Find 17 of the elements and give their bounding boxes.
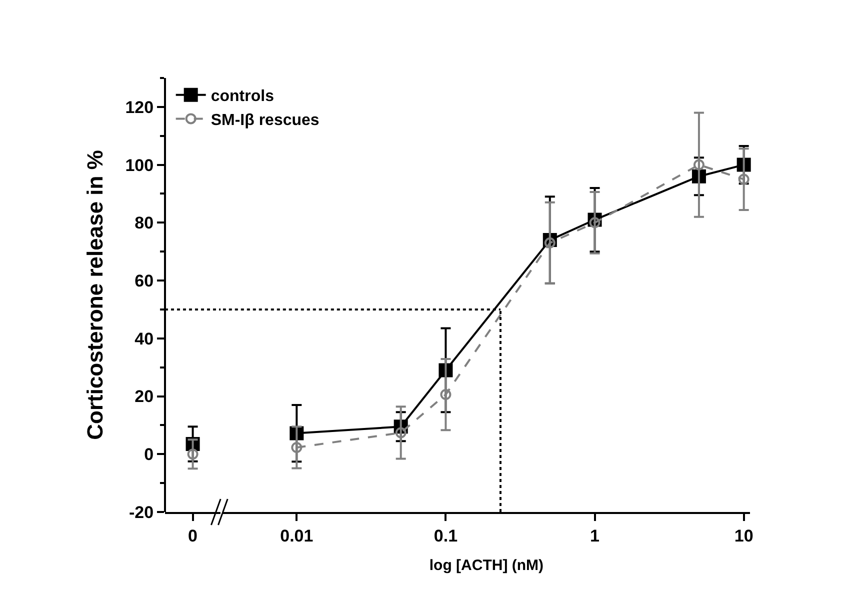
y-tick-label: 80 xyxy=(134,214,154,233)
y-tick-label: 0 xyxy=(144,445,154,464)
y-tick-label: 40 xyxy=(134,329,154,348)
x-axis-title: log [ACTH] (nM) xyxy=(429,556,544,574)
x-tick-label: 10 xyxy=(734,526,754,546)
x-tick-label: 0.01 xyxy=(280,526,314,546)
y-tick-label: 20 xyxy=(134,387,154,406)
y-tick-label: 100 xyxy=(125,156,154,175)
y-tick-label: 60 xyxy=(134,271,154,290)
x-tick-label: 0 xyxy=(188,526,198,546)
y-tick-label: -20 xyxy=(129,502,154,522)
x-tick-label: 1 xyxy=(590,526,600,546)
y-tick-label: 120 xyxy=(125,98,154,117)
y-axis-title: Corticosterone release in % xyxy=(82,150,108,440)
x-tick-label: 0.1 xyxy=(434,526,458,546)
legend-label: SM-Iβ rescues xyxy=(210,112,320,129)
legend-label: controls xyxy=(210,88,274,106)
